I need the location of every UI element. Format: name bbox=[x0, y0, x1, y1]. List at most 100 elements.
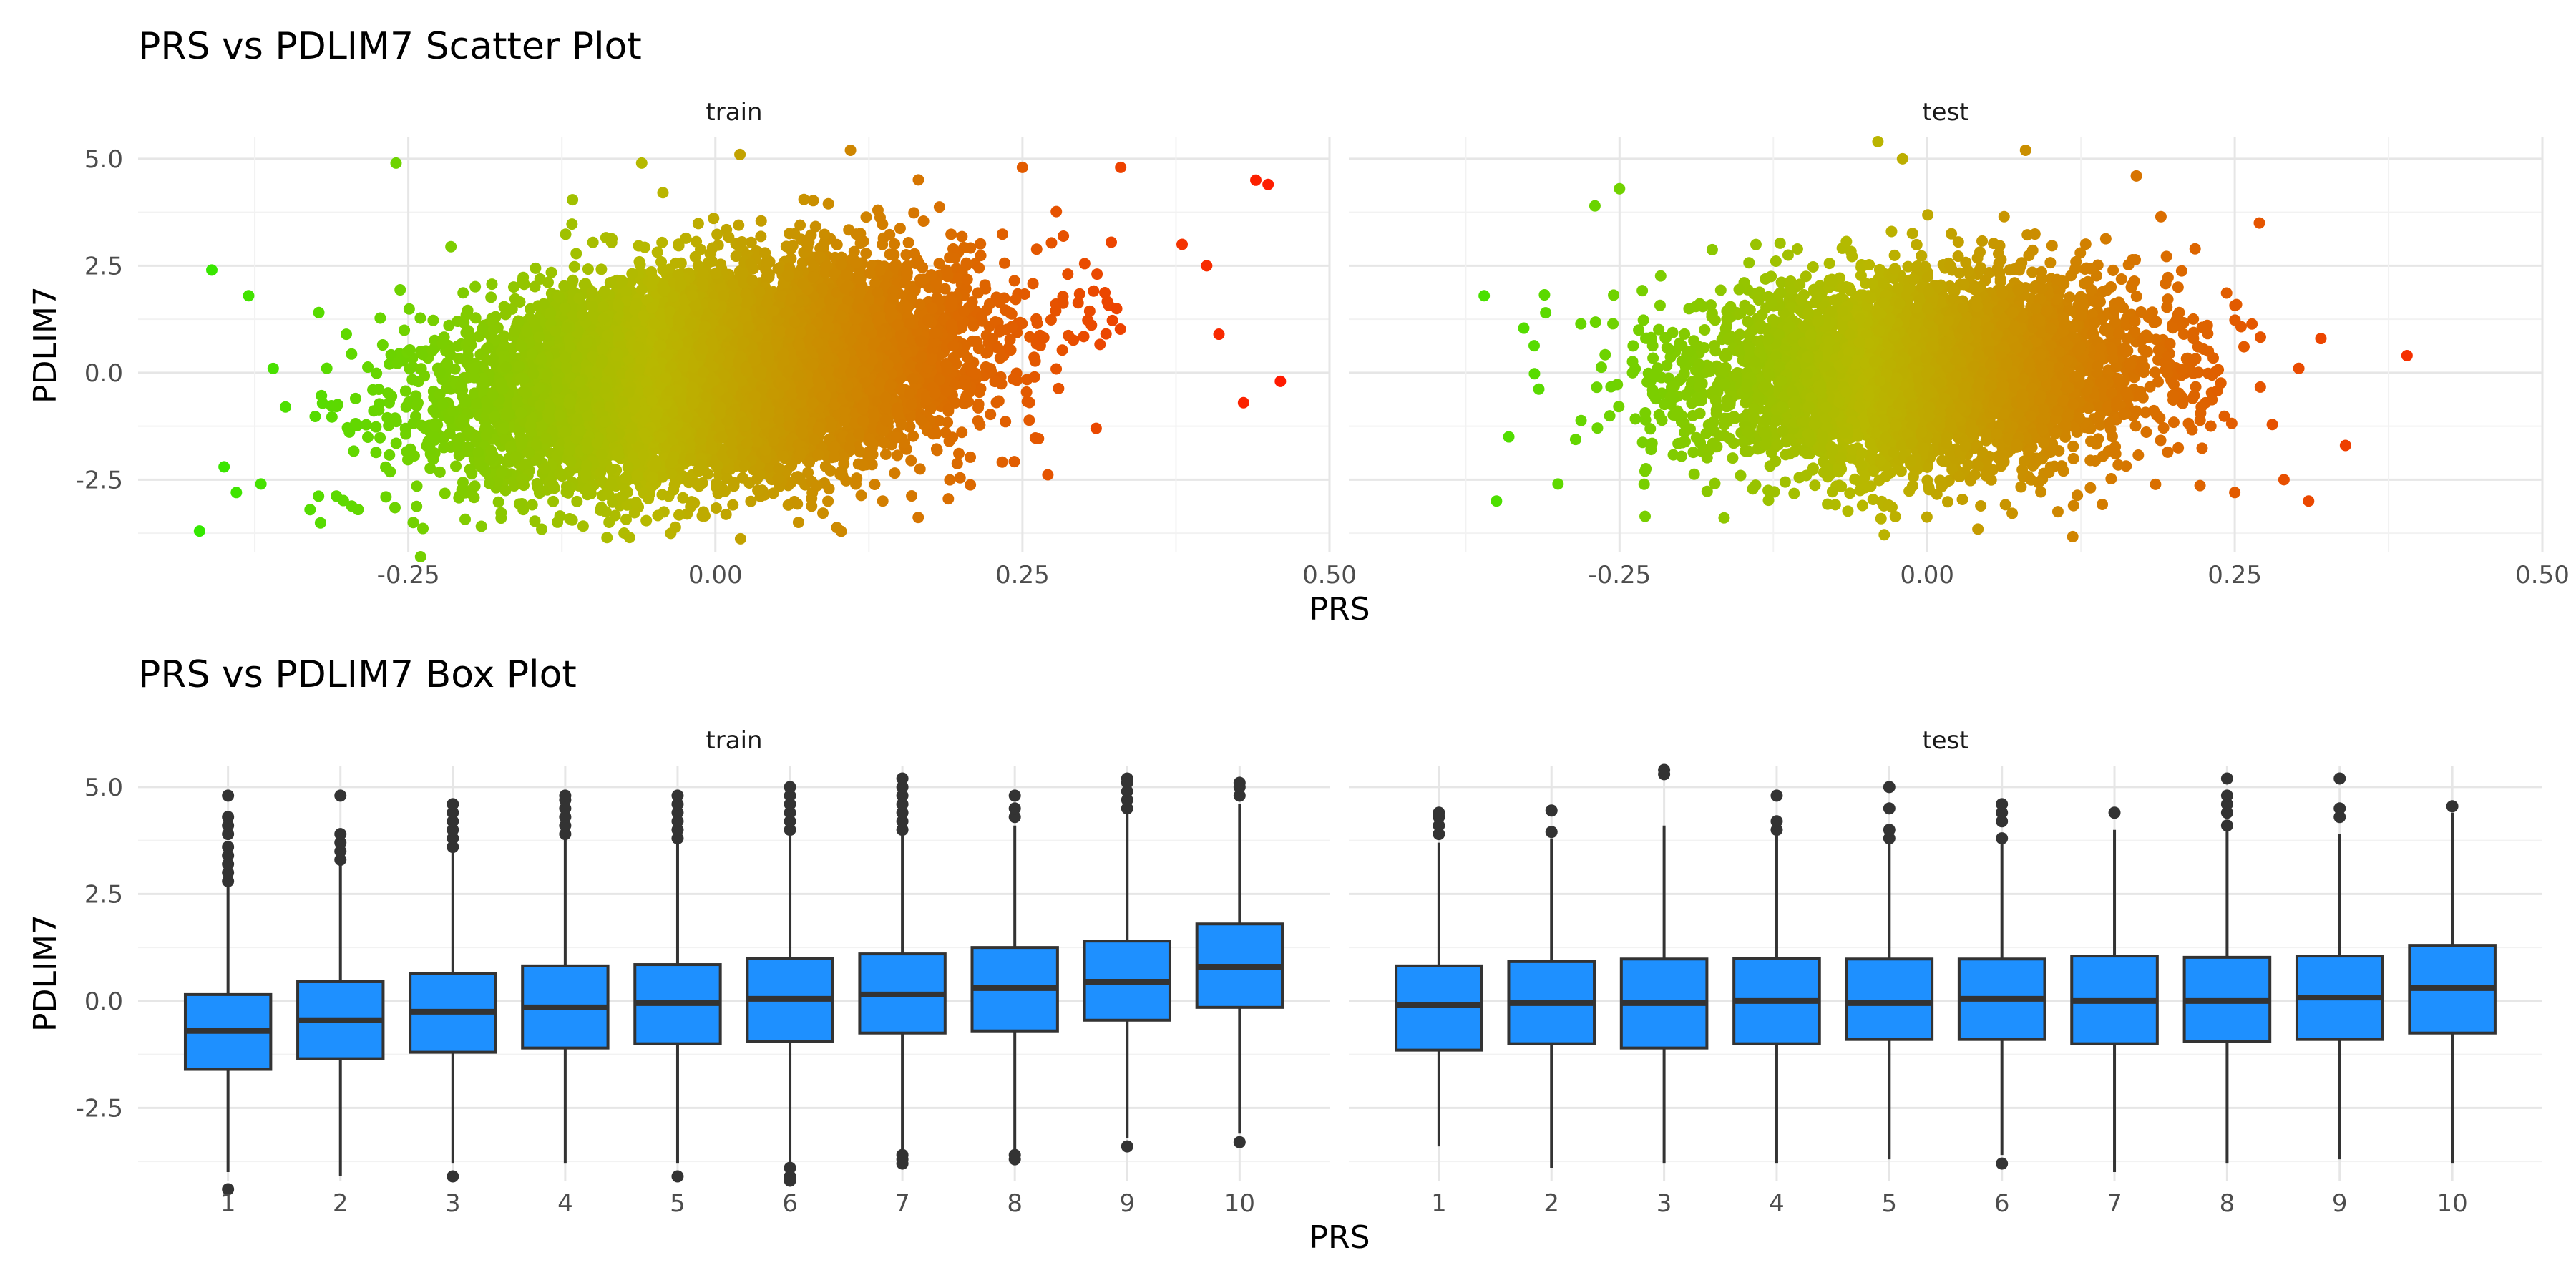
boxplot-y-axis-label: PDLIM7 bbox=[27, 914, 64, 1032]
scatter-point bbox=[894, 223, 906, 235]
scatter-point bbox=[822, 495, 834, 507]
scatter-point bbox=[443, 319, 455, 331]
scatter-point bbox=[582, 263, 594, 275]
scatter-point bbox=[944, 474, 956, 486]
scatter-point bbox=[1083, 305, 1096, 317]
scatter-point bbox=[486, 278, 498, 291]
scatter-point bbox=[346, 348, 358, 360]
scatter-point bbox=[314, 517, 326, 529]
scatter-point bbox=[331, 399, 343, 411]
scatter-point bbox=[691, 235, 703, 248]
scatter-point bbox=[689, 477, 701, 489]
scatter-x-axis-label: PRS bbox=[1309, 591, 1370, 628]
scatter-point bbox=[889, 238, 901, 250]
scatter-point bbox=[403, 303, 415, 315]
scatter-point bbox=[1050, 363, 1063, 375]
scatter-point bbox=[1111, 303, 1123, 315]
boxplot-title: PRS vs PDLIM7 Box Plot bbox=[138, 653, 577, 696]
scatter-point bbox=[1028, 371, 1040, 383]
scatter-point bbox=[407, 517, 419, 529]
scatter-point bbox=[727, 499, 739, 511]
scatter-panel-train-label: train bbox=[706, 98, 762, 127]
scatter-point bbox=[374, 431, 386, 444]
boxplot-x-axis-label: PRS bbox=[1309, 1219, 1370, 1256]
scatter-point bbox=[495, 507, 507, 519]
scatter-point bbox=[930, 443, 942, 455]
scatter-point bbox=[994, 352, 1006, 364]
scatter-point bbox=[956, 230, 968, 243]
scatter-point bbox=[917, 215, 930, 228]
scatter-point bbox=[1078, 331, 1090, 343]
scatter-point bbox=[912, 512, 924, 524]
scatter-point bbox=[1062, 268, 1074, 280]
boxplot-panel-test-label: test bbox=[1922, 726, 1968, 755]
scatter-point bbox=[819, 228, 831, 240]
scatter-point bbox=[755, 215, 767, 227]
scatter-point bbox=[965, 479, 977, 491]
scatter-point bbox=[370, 421, 382, 433]
scatter-point bbox=[603, 516, 615, 528]
scatter-point bbox=[370, 447, 382, 459]
scatter-point bbox=[755, 230, 767, 243]
scatter-point bbox=[410, 390, 422, 402]
scatter-point bbox=[996, 456, 1008, 468]
scatter-point bbox=[720, 508, 732, 520]
scatter-point bbox=[692, 218, 704, 230]
scatter-point bbox=[348, 445, 360, 457]
scatter-point bbox=[985, 363, 997, 375]
scatter-point bbox=[657, 263, 669, 275]
scatter-point bbox=[469, 280, 482, 293]
scatter-point bbox=[710, 502, 722, 514]
scatter-point bbox=[513, 498, 525, 510]
scatter-point bbox=[1078, 258, 1091, 270]
boxplot-panel-train-label: train bbox=[706, 726, 762, 755]
scatter-point bbox=[526, 499, 538, 511]
scatter-point bbox=[570, 248, 582, 260]
scatter-point bbox=[564, 512, 576, 525]
scatter-point bbox=[492, 496, 504, 508]
scatter-point bbox=[316, 397, 328, 409]
scatter-point bbox=[380, 491, 392, 503]
scatter-point bbox=[389, 502, 401, 514]
scatter-point bbox=[879, 448, 892, 460]
scatter-point bbox=[595, 263, 608, 275]
scatter-point bbox=[973, 262, 985, 274]
data-layer bbox=[183, 135, 2497, 1196]
scatter-point bbox=[1023, 396, 1035, 409]
scatter-point bbox=[568, 260, 580, 273]
scatter-point bbox=[313, 306, 325, 318]
scatter-point bbox=[417, 522, 429, 535]
scatter-point bbox=[571, 495, 583, 507]
scatter-point bbox=[792, 517, 804, 529]
scatter-point bbox=[399, 385, 411, 397]
scatter-point bbox=[817, 507, 829, 519]
scatter-point bbox=[831, 238, 843, 250]
scatter-point bbox=[906, 490, 918, 502]
scatter-point bbox=[326, 411, 338, 423]
scatter-y-axis-label: PDLIM7 bbox=[27, 286, 64, 404]
scatter-point bbox=[485, 291, 497, 303]
scatter-point bbox=[933, 201, 945, 213]
scatter-panel-test-label: test bbox=[1922, 98, 1968, 127]
scatter-point bbox=[402, 454, 414, 466]
scatter-point bbox=[1020, 386, 1033, 398]
scatter-point bbox=[638, 241, 650, 253]
scatter-point bbox=[889, 467, 901, 479]
scatter-point bbox=[390, 437, 402, 449]
scatter-point bbox=[869, 479, 881, 491]
scatter-point bbox=[411, 500, 423, 512]
scatter-point bbox=[1053, 382, 1065, 394]
scatter-point bbox=[912, 174, 924, 186]
scatter-point bbox=[877, 495, 889, 507]
scatter-point bbox=[945, 228, 957, 240]
scatter-point bbox=[411, 480, 423, 492]
scatter-point bbox=[340, 328, 352, 341]
scatter-point bbox=[554, 510, 566, 522]
scatter-point bbox=[1063, 329, 1075, 341]
scatter-point bbox=[459, 513, 472, 525]
scatter-point bbox=[877, 238, 889, 250]
scatter-point bbox=[1031, 317, 1043, 329]
scatter-point bbox=[975, 238, 987, 250]
scatter-title: PRS vs PDLIM7 Scatter Plot bbox=[138, 25, 642, 68]
